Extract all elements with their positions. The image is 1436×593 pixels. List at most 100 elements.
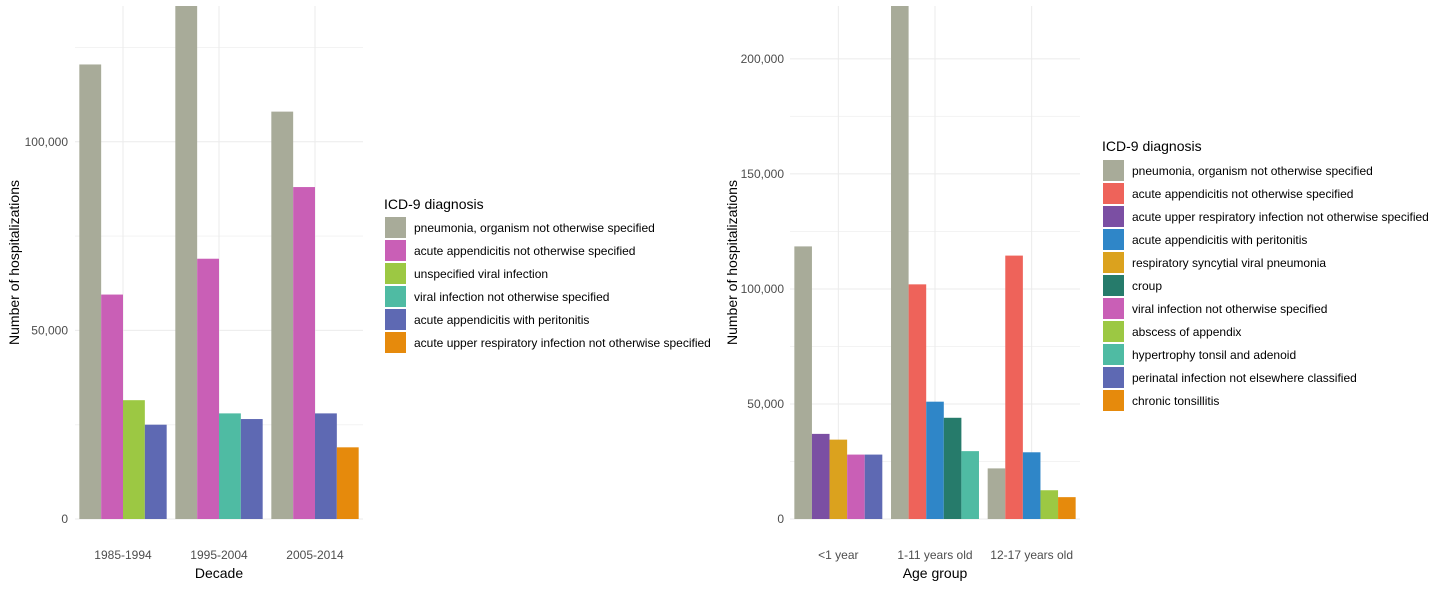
bar: hypertrophy tonsil and adenoid — 1-11 ye… bbox=[961, 451, 979, 519]
legend-item: unspecified viral infection bbox=[385, 263, 548, 284]
legend-label: acute appendicitis not otherwise specifi… bbox=[414, 244, 635, 258]
bar: viral infection not otherwise specified … bbox=[219, 413, 241, 519]
bar: pneumonia, organism not otherwise specif… bbox=[987, 468, 1006, 519]
y-axis-title: Number of hospitalizations bbox=[724, 180, 740, 345]
legend-swatch bbox=[1103, 367, 1124, 388]
bar: pneumonia, organism not otherwise specif… bbox=[794, 246, 812, 520]
bar: acute upper respiratory infection not ot… bbox=[811, 433, 830, 519]
bar: acute appendicitis not otherwise specifi… bbox=[908, 284, 927, 519]
legend-label: pneumonia, organism not otherwise specif… bbox=[1132, 164, 1373, 178]
legend-item: viral infection not otherwise specified bbox=[385, 286, 609, 307]
legend-item: perinatal infection not elsewhere classi… bbox=[1103, 367, 1357, 388]
bar: perinatal infection not elsewhere classi… bbox=[864, 454, 883, 519]
legend-item: acute appendicitis not otherwise specifi… bbox=[1103, 183, 1353, 204]
legend-swatch bbox=[385, 309, 406, 330]
legend-label: perinatal infection not elsewhere classi… bbox=[1132, 371, 1357, 385]
chart-panel-1: pneumonia, organism not otherwise specif… bbox=[6, 6, 711, 581]
x-axis-title: Decade bbox=[195, 565, 243, 581]
bar: viral infection not otherwise specified … bbox=[847, 454, 865, 519]
legend-swatch bbox=[385, 217, 406, 238]
bar: pneumonia, organism not otherwise specif… bbox=[175, 6, 198, 519]
legend-item: acute upper respiratory infection not ot… bbox=[385, 332, 711, 353]
y-tick-label: 200,000 bbox=[741, 52, 785, 66]
legend-label: chronic tonsillitis bbox=[1132, 394, 1219, 408]
legend-swatch bbox=[1103, 298, 1124, 319]
legend-swatch bbox=[1103, 183, 1124, 204]
legend-swatch bbox=[1103, 275, 1124, 296]
legend: ICD-9 diagnosis pneumonia, organism not o… bbox=[1102, 138, 1429, 411]
legend-label: pneumonia, organism not otherwise specif… bbox=[414, 221, 655, 235]
legend-label: hypertrophy tonsil and adenoid bbox=[1132, 348, 1296, 362]
legend-label: croup bbox=[1132, 279, 1162, 293]
y-tick-label: 50,000 bbox=[747, 397, 784, 411]
legend-item: chronic tonsillitis bbox=[1103, 390, 1219, 411]
legend-swatch bbox=[1103, 229, 1124, 250]
x-tick-label: 1985-1994 bbox=[94, 548, 152, 562]
bar: chronic tonsillitis — 12-17 years old: 9… bbox=[1058, 497, 1076, 519]
legend-label: viral infection not otherwise specified bbox=[414, 290, 609, 304]
legend-item: acute upper respiratory infection not ot… bbox=[1103, 206, 1429, 227]
legend-title: ICD-9 diagnosis bbox=[1102, 138, 1202, 154]
x-tick-label: 1-11 years old bbox=[897, 548, 972, 562]
y-tick-label: 0 bbox=[777, 512, 784, 526]
bar: acute appendicitis with peritonitis — 19… bbox=[240, 419, 263, 519]
legend-swatch bbox=[1103, 321, 1124, 342]
legend-swatch bbox=[1103, 390, 1124, 411]
legend-swatch bbox=[1103, 252, 1124, 273]
y-tick-labels: 0 50,000 100,000 bbox=[25, 135, 69, 526]
legend-label: acute appendicitis with peritonitis bbox=[1132, 233, 1307, 247]
bar: pneumonia, organism not otherwise specif… bbox=[271, 111, 294, 519]
legend-swatch bbox=[1103, 206, 1124, 227]
bar: unspecified viral infection — 1985-1994:… bbox=[123, 400, 145, 519]
legend-label: respiratory syncytial viral pneumonia bbox=[1132, 256, 1326, 270]
legend: ICD-9 diagnosis pneumonia, organism not o… bbox=[384, 196, 711, 353]
bar: respiratory syncytial viral pneumonia — … bbox=[829, 439, 848, 519]
legend-item: pneumonia, organism not otherwise specif… bbox=[1103, 160, 1373, 181]
legend-swatch bbox=[385, 263, 406, 284]
bar: acute appendicitis not otherwise specifi… bbox=[1005, 255, 1023, 520]
x-tick-labels: 1985-1994 1995-2004 2005-2014 bbox=[94, 548, 344, 562]
legend-swatch bbox=[385, 240, 406, 261]
bar: acute appendicitis with peritonitis — 12… bbox=[1022, 452, 1041, 519]
x-tick-label: 1995-2004 bbox=[190, 548, 248, 562]
chart-panel-2: pneumonia, organism not otherwise specif… bbox=[724, 6, 1429, 581]
y-tick-label: 150,000 bbox=[741, 167, 785, 181]
bar: abscess of appendix — 12-17 years old: 1… bbox=[1040, 490, 1059, 519]
y-axis-title: Number of hospitalizations bbox=[6, 180, 22, 345]
legend-title: ICD-9 diagnosis bbox=[384, 196, 484, 212]
legend-swatch bbox=[1103, 344, 1124, 365]
y-tick-labels: 0 50,000 100,000 150,000 200,000 bbox=[741, 52, 785, 526]
legend-item: hypertrophy tonsil and adenoid bbox=[1103, 344, 1296, 365]
legend-label: acute upper respiratory infection not ot… bbox=[1132, 210, 1429, 224]
bar: acute appendicitis with peritonitis — 20… bbox=[315, 413, 337, 519]
bar: pneumonia, organism not otherwise specif… bbox=[79, 64, 102, 519]
bar: croup — 1-11 years old: 44000 bbox=[943, 417, 962, 519]
y-tick-label: 50,000 bbox=[31, 323, 68, 337]
y-tick-label: 0 bbox=[61, 512, 68, 526]
legend-label: abscess of appendix bbox=[1132, 325, 1241, 339]
legend-item: pneumonia, organism not otherwise specif… bbox=[385, 217, 655, 238]
bar: acute appendicitis not otherwise specifi… bbox=[101, 294, 123, 519]
x-tick-label: <1 year bbox=[818, 548, 858, 562]
legend-item: croup bbox=[1103, 275, 1162, 296]
legend-swatch bbox=[385, 332, 406, 353]
legend-label: viral infection not otherwise specified bbox=[1132, 302, 1327, 316]
bar: pneumonia, organism not otherwise specif… bbox=[891, 6, 909, 519]
legend-item: acute appendicitis not otherwise specifi… bbox=[385, 240, 635, 261]
x-tick-label: 2005-2014 bbox=[286, 548, 344, 562]
x-tick-labels: <1 year 1-11 years old 12-17 years old bbox=[818, 548, 1073, 562]
legend-swatch bbox=[1103, 160, 1124, 181]
legend-item: acute appendicitis with peritonitis bbox=[385, 309, 589, 330]
legend-label: unspecified viral infection bbox=[414, 267, 548, 281]
bar: acute appendicitis not otherwise specifi… bbox=[293, 187, 315, 519]
x-tick-label: 12-17 years old bbox=[990, 548, 1073, 562]
bars: pneumonia, organism not otherwise specif… bbox=[794, 6, 1076, 520]
bars: pneumonia, organism not otherwise specif… bbox=[79, 6, 359, 519]
legend-label: acute upper respiratory infection not ot… bbox=[414, 336, 711, 350]
legend-swatch bbox=[385, 286, 406, 307]
legend-item: viral infection not otherwise specified bbox=[1103, 298, 1327, 319]
legend-item: abscess of appendix bbox=[1103, 321, 1241, 342]
bar: acute appendicitis not otherwise specifi… bbox=[197, 258, 219, 519]
legend-item: respiratory syncytial viral pneumonia bbox=[1103, 252, 1326, 273]
legend-label: acute appendicitis with peritonitis bbox=[414, 313, 589, 327]
